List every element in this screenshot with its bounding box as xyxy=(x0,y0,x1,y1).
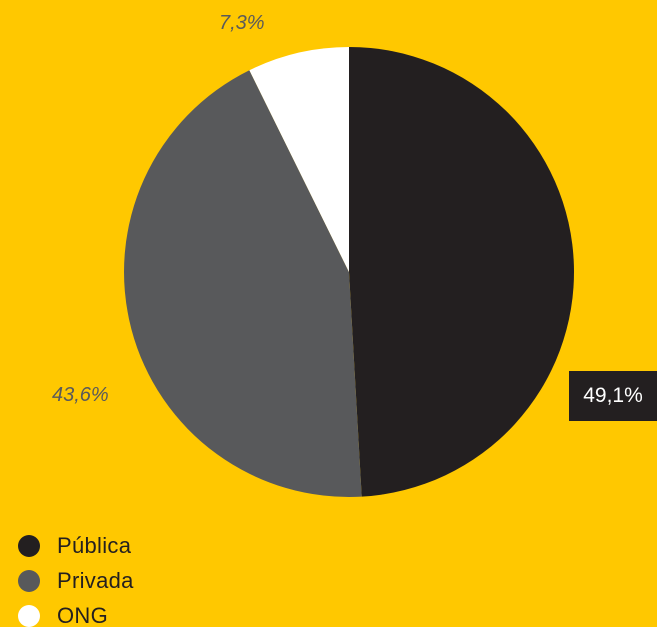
pie-slice-publica xyxy=(349,47,574,497)
legend-swatch-privada xyxy=(18,569,40,592)
data-label-publica: 49,1% xyxy=(569,371,657,421)
legend-swatch-publica xyxy=(18,534,40,557)
legend-item-privada: Privada xyxy=(18,563,134,598)
legend-label-ong: ONG xyxy=(57,602,109,627)
legend-label-publica: Pública xyxy=(57,532,132,558)
pie-slice-ong xyxy=(249,47,349,272)
legend-swatch-ong xyxy=(18,604,40,627)
data-label-privada: 43,6% xyxy=(52,384,109,406)
legend-label-privada: Privada xyxy=(57,567,134,593)
data-label-ong: 7,3% xyxy=(219,12,265,34)
legend-item-ong: ONG xyxy=(18,598,134,627)
legend-item-publica: Pública xyxy=(18,528,134,563)
legend: Pública Privada ONG xyxy=(18,528,134,627)
pie-slice-privada xyxy=(124,70,362,497)
